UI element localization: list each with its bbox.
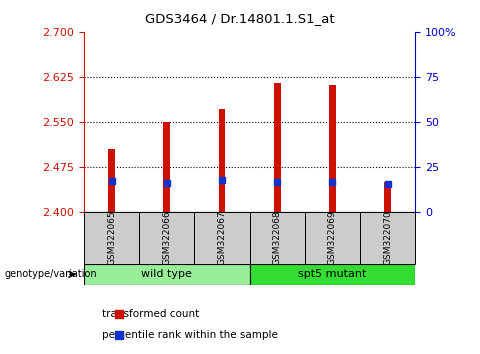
Point: [218, 177, 226, 183]
Text: GSM322067: GSM322067: [217, 211, 227, 266]
Text: GSM322068: GSM322068: [273, 211, 282, 266]
Bar: [250, 264, 415, 285]
Bar: [384, 182, 391, 212]
Point: [163, 180, 171, 185]
Bar: [139, 212, 194, 264]
Text: GSM322066: GSM322066: [162, 211, 171, 266]
Bar: [305, 212, 360, 264]
Bar: [84, 212, 139, 264]
Text: wild type: wild type: [142, 269, 192, 279]
Bar: [108, 149, 115, 212]
Point: [274, 179, 281, 184]
Point: [108, 178, 115, 184]
Bar: [84, 264, 250, 285]
Bar: [250, 212, 305, 264]
Point: [384, 182, 392, 187]
Point: [116, 311, 123, 316]
Bar: [274, 83, 280, 212]
Text: genotype/variation: genotype/variation: [5, 269, 97, 279]
Text: GDS3464 / Dr.14801.1.S1_at: GDS3464 / Dr.14801.1.S1_at: [145, 12, 335, 25]
Bar: [329, 85, 336, 212]
Point: [328, 179, 336, 185]
Bar: [219, 109, 225, 212]
Text: GSM322065: GSM322065: [107, 211, 116, 266]
Text: transformed count: transformed count: [102, 309, 200, 319]
Text: percentile rank within the sample: percentile rank within the sample: [102, 330, 278, 341]
Bar: [164, 122, 170, 212]
Point: [116, 333, 123, 338]
Text: GSM322070: GSM322070: [383, 211, 392, 266]
Bar: [360, 212, 415, 264]
Bar: [194, 212, 250, 264]
Text: GSM322069: GSM322069: [328, 211, 337, 266]
Text: spt5 mutant: spt5 mutant: [298, 269, 367, 279]
